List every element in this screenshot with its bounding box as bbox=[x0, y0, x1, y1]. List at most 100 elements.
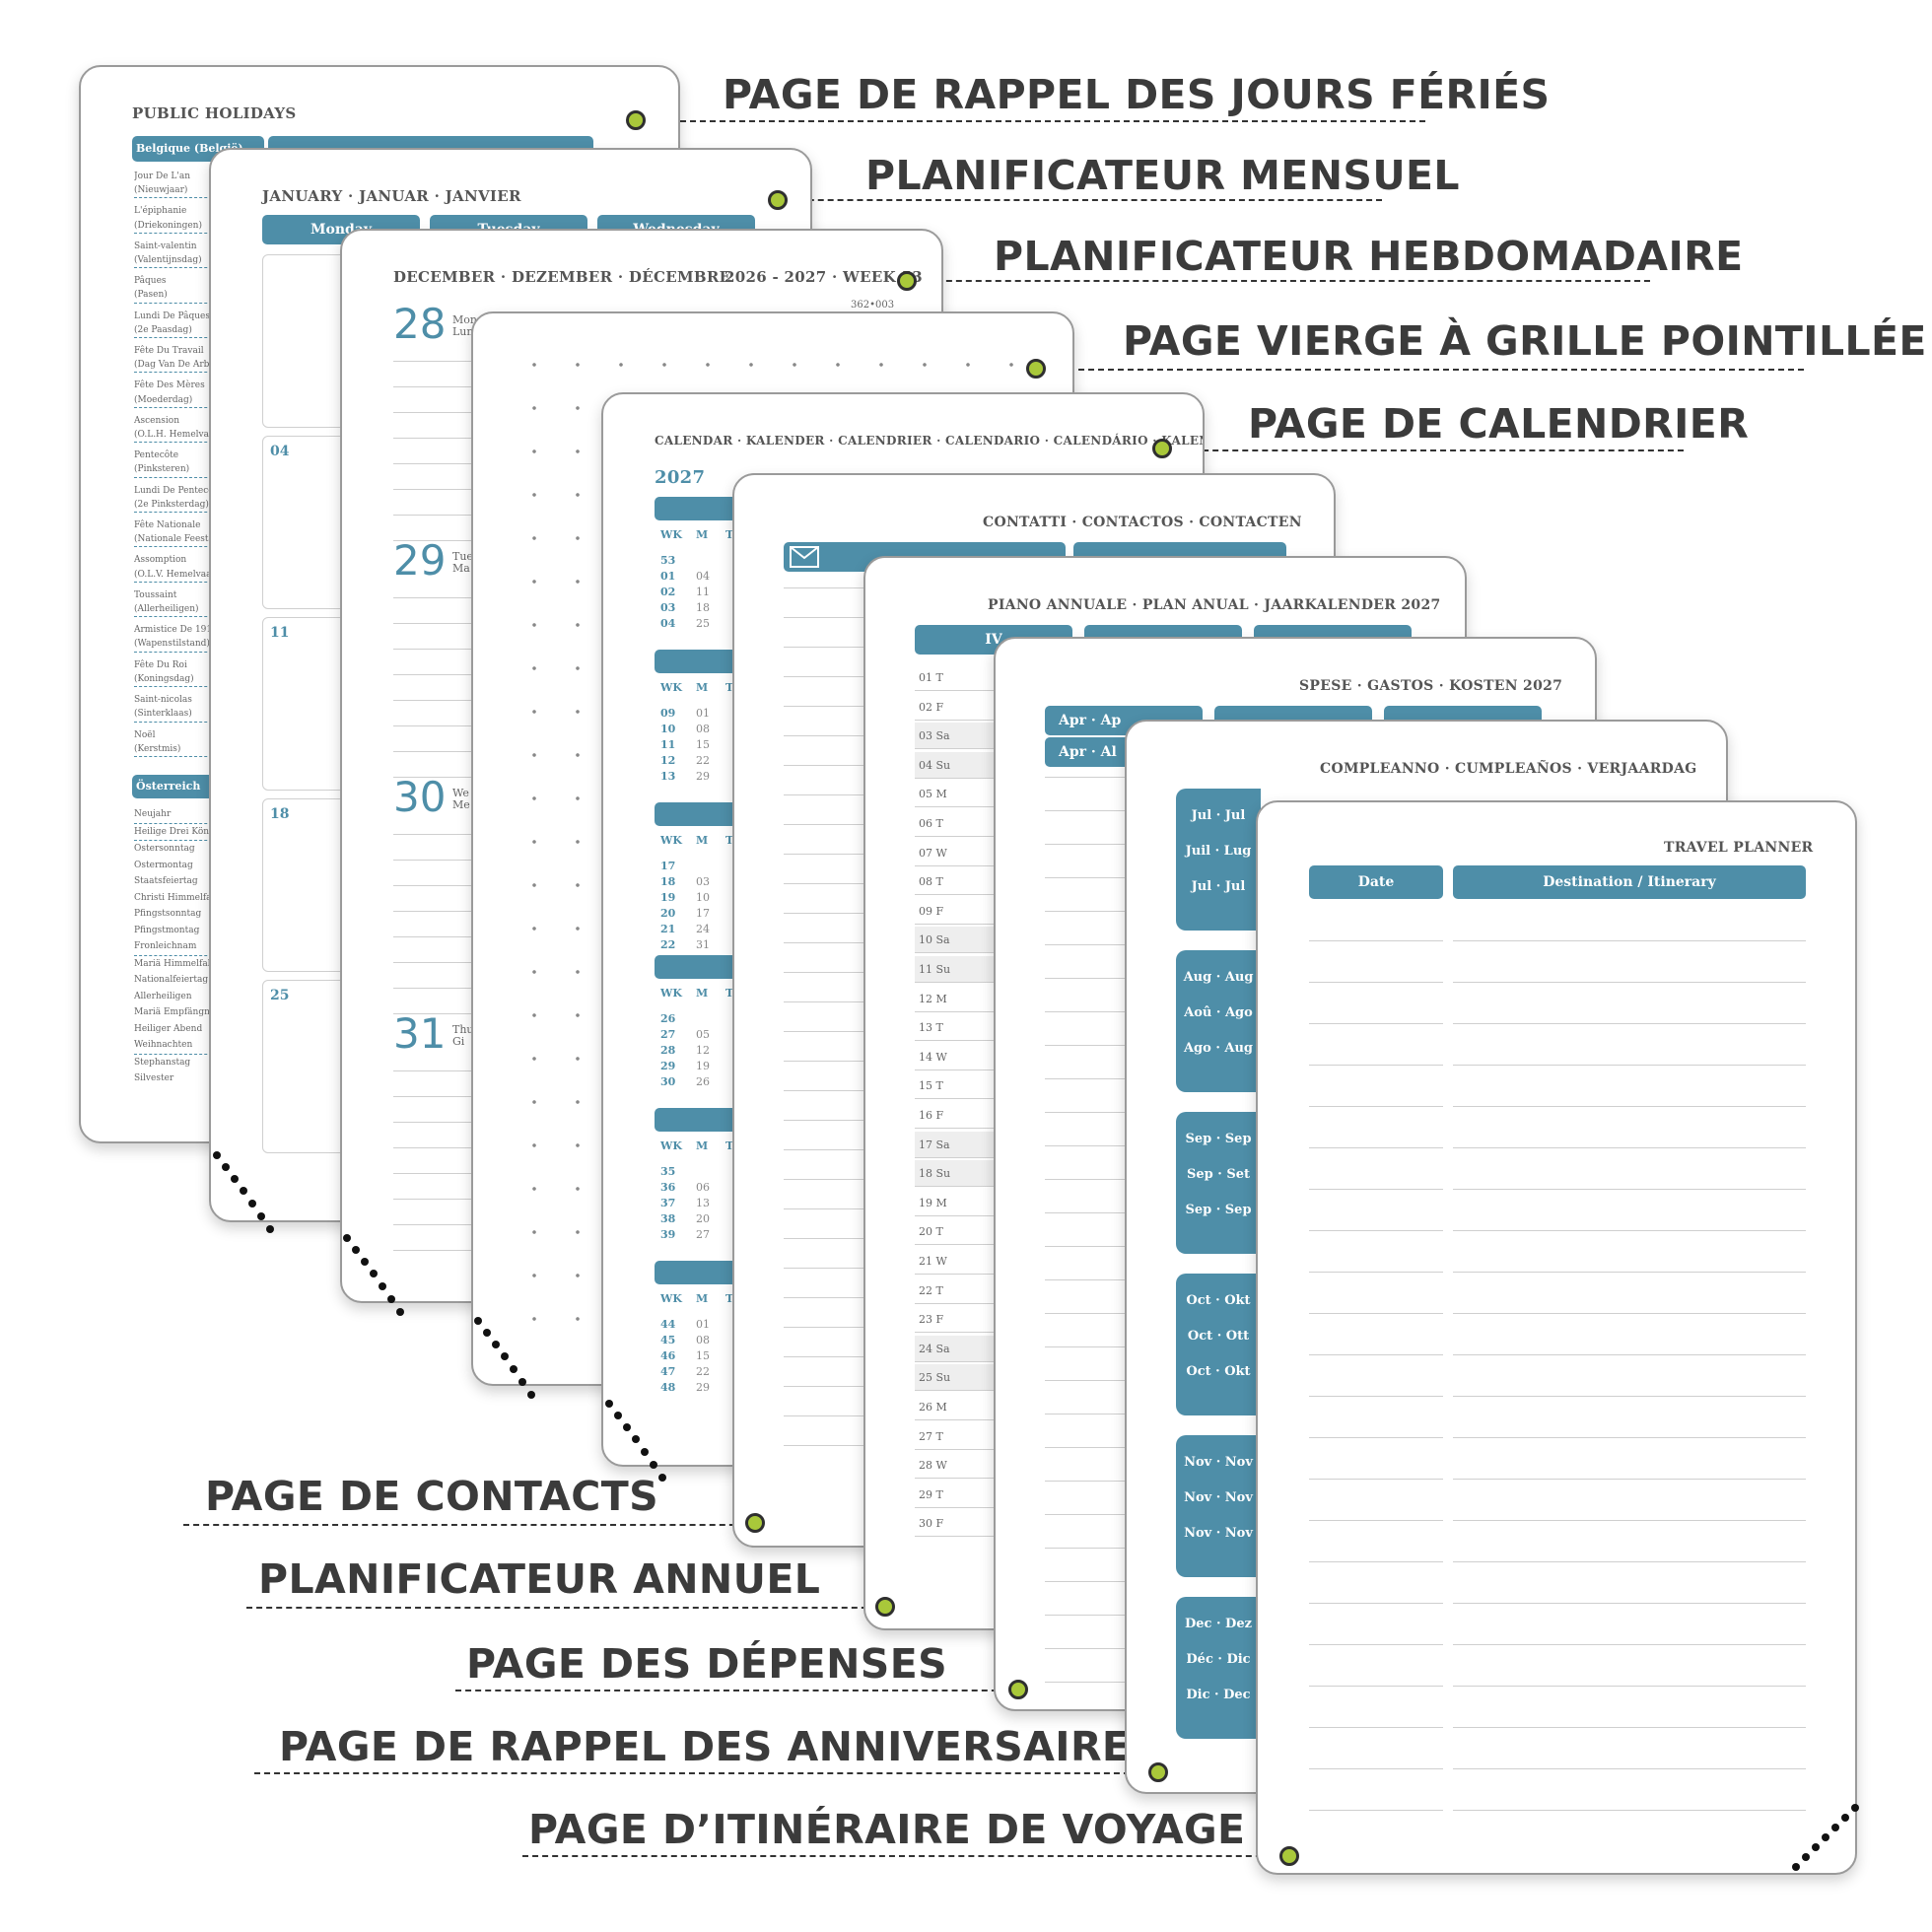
contact-line bbox=[784, 794, 872, 795]
calendar-week-num: 38 bbox=[660, 1212, 676, 1225]
calendar-week-num: 27 bbox=[660, 1028, 676, 1041]
marker-dotgrid bbox=[1026, 359, 1046, 379]
annual-day-row bbox=[915, 1072, 994, 1100]
calendar-day: 22 bbox=[696, 1365, 710, 1378]
marker-expenses bbox=[1008, 1680, 1028, 1699]
binder-hole bbox=[361, 1257, 369, 1266]
austria-item: Mariä Empfängnis bbox=[134, 1007, 218, 1017]
annual-day-row bbox=[915, 1452, 994, 1480]
calendar-week-num: 46 bbox=[660, 1349, 676, 1362]
austria-item: Pfingstsonntag bbox=[134, 909, 202, 919]
annual-day: 21 W bbox=[919, 1255, 947, 1268]
birthdays-title: COMPLEANNO · CUMPLEAÑOS · VERJAARDAG bbox=[1320, 761, 1697, 777]
annual-day: 28 W bbox=[919, 1459, 947, 1473]
leader-contacts bbox=[183, 1524, 755, 1526]
expense-line bbox=[1045, 1447, 1134, 1448]
contact-line bbox=[784, 1356, 872, 1357]
contact-line bbox=[784, 1238, 872, 1239]
annual-day: 14 W bbox=[919, 1050, 947, 1064]
calendar-week-num: 45 bbox=[660, 1334, 676, 1346]
calendar-week-num: 26 bbox=[660, 1012, 676, 1025]
calendar-wk-header: WK bbox=[660, 834, 682, 847]
annual-day-row bbox=[915, 1306, 994, 1334]
binder-hole bbox=[352, 1245, 360, 1254]
annual-day: 25 Su bbox=[919, 1371, 951, 1385]
calendar-m-header: M bbox=[696, 1292, 709, 1305]
calendar-week-num: 01 bbox=[660, 570, 676, 583]
belgium-item: (Allerheiligen) bbox=[134, 602, 252, 618]
austria-item: Heiliger Abend bbox=[134, 1023, 203, 1034]
calendar-week-num: 22 bbox=[660, 938, 676, 951]
binder-hole bbox=[650, 1461, 657, 1470]
calendar-week-num: 12 bbox=[660, 754, 676, 767]
birthday-month-label: Aoû · Ago bbox=[1184, 1005, 1253, 1020]
binder-hole bbox=[1851, 1804, 1859, 1812]
birthday-month-tab: Nov · Nov Nov · Nov Nov · Nov bbox=[1176, 1435, 1261, 1577]
calendar-day: 27 bbox=[696, 1228, 710, 1241]
annual-day: 17 Sa bbox=[919, 1138, 950, 1151]
calendar-day: 19 bbox=[696, 1060, 710, 1072]
travel-dest-line bbox=[1453, 1520, 1806, 1521]
calendar-week-num: 04 bbox=[660, 617, 676, 630]
annual-day-row bbox=[915, 1277, 994, 1304]
travel-dest-line bbox=[1453, 1603, 1806, 1604]
marker-calendar bbox=[1152, 439, 1172, 458]
calendar-week-num: 29 bbox=[660, 1060, 676, 1072]
monthly-title: JANUARY · JANUAR · JANVIER bbox=[262, 187, 521, 205]
calendar-week-num: 37 bbox=[660, 1197, 676, 1209]
weekly-day-sub: Me bbox=[452, 798, 470, 811]
contact-line bbox=[784, 1208, 872, 1209]
travel-dest-line bbox=[1453, 1354, 1806, 1355]
travel-dest-line bbox=[1453, 1189, 1806, 1190]
contact-line bbox=[784, 972, 872, 973]
annual-day: 23 F bbox=[919, 1313, 944, 1327]
belgium-item: (Pasen) bbox=[134, 288, 252, 304]
expense-line bbox=[1045, 1112, 1134, 1113]
belgium-item: Fête Des Mères bbox=[134, 380, 205, 391]
calendar-week-num: 09 bbox=[660, 707, 676, 720]
expense-line bbox=[1045, 1246, 1134, 1247]
contact-line bbox=[784, 587, 872, 588]
travel-dest-line bbox=[1453, 1230, 1806, 1231]
callout-annual: PLANIFICATEUR ANNUEL bbox=[258, 1555, 821, 1603]
weekly-day-sub: Gi bbox=[452, 1035, 465, 1048]
annual-day-row bbox=[915, 898, 994, 925]
annual-day: 05 M bbox=[919, 788, 947, 801]
calendar-day: 01 bbox=[696, 707, 710, 720]
belgium-item: (Valentijnsdag) bbox=[134, 253, 252, 269]
contact-line bbox=[784, 1445, 872, 1446]
callout-contacts: PAGE DE CONTACTS bbox=[205, 1473, 659, 1520]
belgium-item: Pentecôte bbox=[134, 450, 179, 461]
binder-hole bbox=[257, 1212, 265, 1221]
week-number: 11 bbox=[270, 625, 290, 641]
binder-hole bbox=[1792, 1863, 1800, 1871]
contact-line bbox=[784, 1149, 872, 1150]
contact-line bbox=[784, 1090, 872, 1091]
belgium-item: (Dag Van De Arbeid) bbox=[134, 358, 252, 374]
belgium-item: Saint-valentin bbox=[134, 241, 197, 251]
expense-line bbox=[1045, 1179, 1134, 1180]
weekly-daycount: 362•003 bbox=[851, 300, 895, 310]
calendar-m-header: M bbox=[696, 681, 709, 694]
belgium-item: Toussaint bbox=[134, 589, 177, 600]
annual-day-row bbox=[915, 1335, 994, 1362]
travel-dest-line bbox=[1453, 1023, 1806, 1024]
weekly-day-label: Mon bbox=[452, 313, 477, 326]
callout-birthdays: PAGE DE RAPPEL DES ANNIVERSAIRES bbox=[279, 1723, 1160, 1770]
travel-destination-header: Destination / Itinerary bbox=[1453, 865, 1806, 899]
travel-date-line bbox=[1309, 1023, 1443, 1024]
expense-line bbox=[1045, 1011, 1134, 1012]
annual-day: 18 Su bbox=[919, 1167, 951, 1181]
travel-date-line bbox=[1309, 1520, 1443, 1521]
travel-date-line bbox=[1309, 982, 1443, 983]
expense-line bbox=[1045, 1581, 1134, 1582]
calendar-week-num: 39 bbox=[660, 1228, 676, 1241]
travel-dest-line bbox=[1453, 1727, 1806, 1728]
expense-line bbox=[1045, 844, 1134, 845]
austria-item: Ostersonntag bbox=[134, 844, 195, 854]
expense-line bbox=[1045, 978, 1134, 979]
travel-dest-line bbox=[1453, 1686, 1806, 1687]
belgium-item: Armistice De 1918 bbox=[134, 625, 218, 636]
belgium-item: (2e Pinksterdag) bbox=[134, 498, 252, 514]
callout-monthly: PLANIFICATEUR MENSUEL bbox=[865, 152, 1460, 199]
